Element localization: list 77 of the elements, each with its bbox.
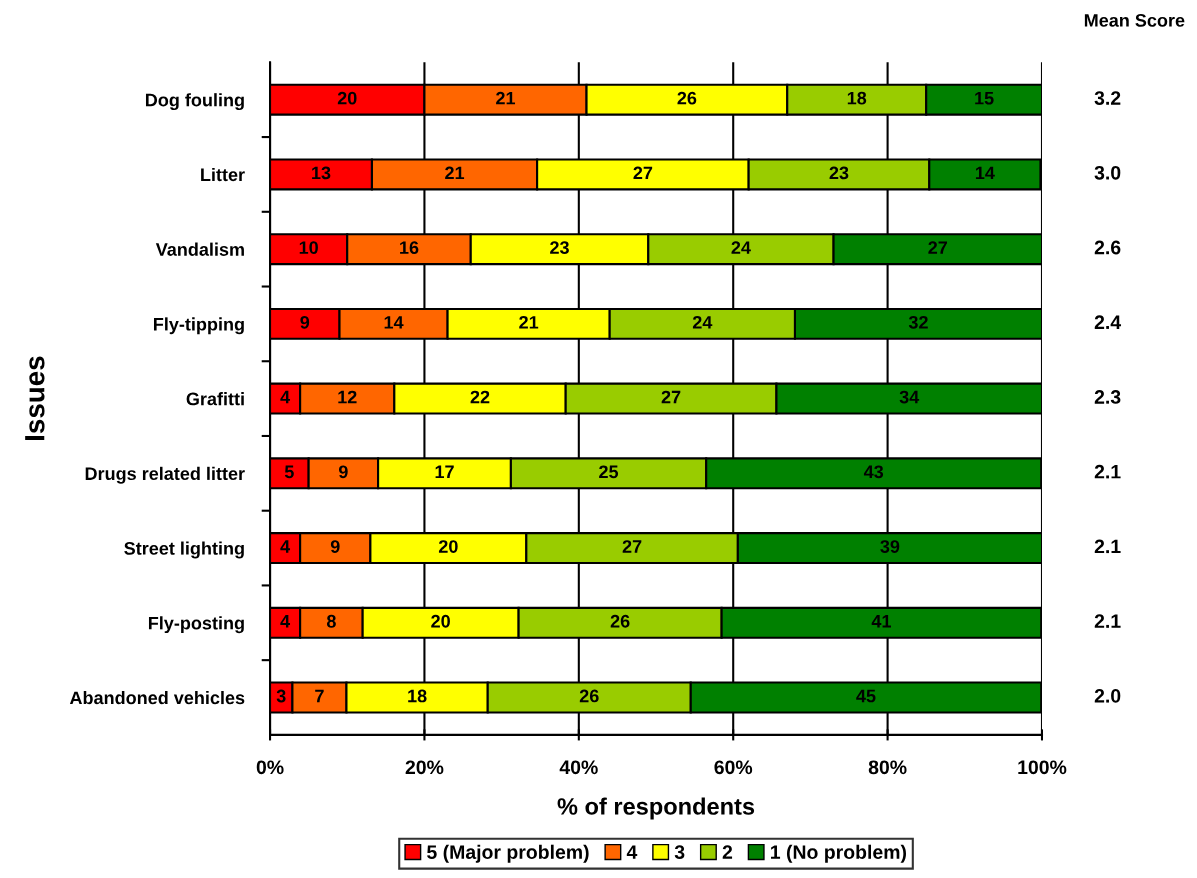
data-label: 8 xyxy=(326,614,336,628)
data-label: 21 xyxy=(445,166,465,180)
data-label: 23 xyxy=(550,241,569,255)
data-label: 25 xyxy=(599,465,619,479)
data-label: 14 xyxy=(975,166,995,180)
data-label: 21 xyxy=(519,315,539,329)
data-label: 3 xyxy=(276,689,286,703)
y-tick-label: Fly-posting xyxy=(148,616,244,634)
y-tick-label: Dog fouling xyxy=(145,93,244,111)
text: 2.1 xyxy=(1094,464,1121,479)
data-label: 20 xyxy=(438,540,458,553)
y-tick-label: Vandalism xyxy=(155,242,244,256)
data-label: 24 xyxy=(731,241,751,254)
text: 2.0 xyxy=(1094,688,1121,703)
text: 2.1 xyxy=(1094,614,1121,628)
data-label: 27 xyxy=(928,241,948,254)
data-label: 32 xyxy=(908,315,928,329)
data-label: 14 xyxy=(384,316,404,329)
data-label: 34 xyxy=(899,390,920,404)
text: 3.0 xyxy=(1094,165,1121,180)
text: 3.2 xyxy=(1094,91,1121,105)
data-label: 10 xyxy=(299,241,318,254)
data-label: 18 xyxy=(408,689,427,703)
y-tick-label: Fly-tipping xyxy=(154,317,244,335)
y-tick-label: Litter xyxy=(201,167,245,182)
text: 2.6 xyxy=(1094,240,1121,255)
data-label: 4 xyxy=(280,540,291,553)
data-label: 27 xyxy=(633,166,653,180)
data-label: 39 xyxy=(880,540,900,553)
legend-label: 5 (Major problem) xyxy=(427,844,589,863)
data-label: 20 xyxy=(337,91,357,105)
y-tick-label: Abandoned vehicles xyxy=(69,690,245,705)
x-tick-label: 80% xyxy=(868,760,907,775)
x-tick-label: 20% xyxy=(405,760,444,775)
x-tick-label: 0% xyxy=(256,760,284,775)
data-label: 4 xyxy=(280,390,291,404)
x-tick-label: 60% xyxy=(714,760,753,775)
text: Mean Score xyxy=(1084,14,1185,27)
data-label: 18 xyxy=(847,91,867,105)
legend-label: 1 (No problem) xyxy=(771,844,907,863)
data-label: 27 xyxy=(622,540,642,553)
legend-label: 2 xyxy=(722,845,733,859)
data-label: 5 xyxy=(284,465,294,479)
data-label: 27 xyxy=(661,390,681,404)
y-tick-label: Drugs related litter xyxy=(85,466,245,484)
data-label: 9 xyxy=(300,315,310,329)
data-label: 17 xyxy=(435,465,454,479)
data-label: 12 xyxy=(338,390,357,404)
x-tick-label: 40% xyxy=(559,760,598,775)
data-label: 9 xyxy=(338,465,348,479)
legend-label: 4 xyxy=(626,845,638,859)
data-label: 26 xyxy=(579,689,599,703)
data-label: 7 xyxy=(315,689,324,703)
data-label: 43 xyxy=(863,465,884,479)
text: 2.4 xyxy=(1094,315,1122,329)
y-tick-label: Street lighting xyxy=(124,541,244,559)
data-label: 16 xyxy=(400,241,419,254)
data-label: 20 xyxy=(431,614,450,628)
text: 2.1 xyxy=(1094,539,1121,554)
y-axis-title: Issues xyxy=(25,356,45,440)
data-label: 26 xyxy=(610,614,630,628)
data-label: 23 xyxy=(829,166,849,180)
data-label: 15 xyxy=(975,91,994,105)
data-label: 21 xyxy=(496,91,516,105)
text: 2.3 xyxy=(1094,390,1121,404)
data-label: 41 xyxy=(871,615,891,628)
data-label: 4 xyxy=(280,615,291,628)
data-label: 9 xyxy=(330,540,340,553)
y-tick-label: Grafitti xyxy=(186,392,244,406)
data-label: 22 xyxy=(470,390,490,404)
data-label: 24 xyxy=(692,315,713,329)
data-label: 26 xyxy=(677,91,697,105)
x-tick-label: 100% xyxy=(1018,760,1067,775)
data-label: 45 xyxy=(856,689,876,703)
data-label: 13 xyxy=(312,166,331,180)
x-axis-title: % of respondents xyxy=(557,797,755,820)
legend-label: 3 xyxy=(674,845,685,860)
